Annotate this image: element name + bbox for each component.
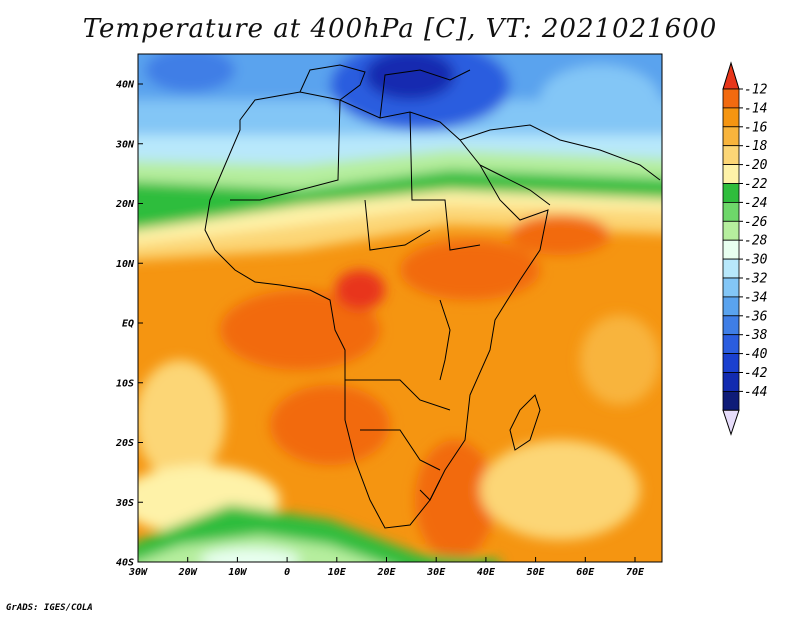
credit-label: GrADS: IGES/COLA [6,603,93,613]
colorbar-label: -40 [744,347,768,362]
colorbar-label: -38 [744,328,768,343]
colorbar: -12 -14 -16 -18 -20 -22 -24 -26 -28 -30 -32 -34 -36 -… [722,61,768,436]
colorbar-label: -34 [744,290,767,305]
lon-label: 30W [128,567,148,578]
latitude-axis: 40N 30N 20N 10N EQ 10S 20S 30S 40S [115,80,143,569]
colorbar-segment [722,315,740,336]
colorbar-label: -26 [744,215,768,230]
lat-label: 20N [115,199,135,210]
colorbar-top-arrow [722,61,740,90]
colorbar-segment [722,239,740,260]
coastlines [204,64,661,529]
lat-label: EQ [122,319,134,330]
colorbar-segment [722,126,740,147]
map-title: Temperature at 400hPa [C], VT: 202102160… [82,14,718,44]
colorbar-label: -22 [744,177,768,192]
lon-label: 20E [376,567,396,578]
colorbar-segment [722,88,740,109]
colorbar-label: -36 [744,309,768,324]
lat-label: 30S [115,498,134,509]
colorbar-label: -28 [744,234,768,249]
colorbar-segment [722,258,740,279]
lon-label: 0 [284,567,290,578]
colorbar-segment [722,372,740,392]
colorbar-label: -44 [744,385,767,400]
lat-label: 40S [116,558,134,569]
lon-label: 30E [426,567,446,578]
lat-label: 10N [116,259,135,270]
colorbar-segment [722,353,740,373]
lat-label: 40N [116,80,135,91]
colorbar-label: -14 [744,101,767,116]
colorbar-label: -20 [744,158,768,173]
colorbar-label: -24 [744,196,767,211]
colorbar-segment [722,334,740,355]
lon-label: 20W [178,567,198,578]
lat-label: 30N [115,139,135,150]
lon-label: 40E [477,567,496,578]
lat-label: 10S [116,378,134,389]
colorbar-label: -30 [744,253,768,268]
colorbar-segment [722,277,740,298]
lon-label: 10E [328,567,347,578]
longitude-axis: 30W 20W 10W 0 10E 20E 30E 40E 50E 60E 70E [128,557,645,578]
colorbar-label: -12 [744,83,768,98]
colorbar-segment [722,390,740,411]
colorbar-segment [722,107,740,128]
colorbar-segment [722,164,740,184]
colorbar-segment [722,220,740,241]
colorbar-label: -16 [744,120,768,135]
colorbar-bottom-arrow [722,409,740,436]
lon-label: 50E [527,567,546,578]
lat-label: 20S [115,438,134,449]
map-frame [137,53,663,563]
colorbar-segment [722,201,740,222]
lon-label: 10W [228,567,247,578]
colorbar-label: -32 [744,272,768,287]
lon-label: 60E [576,567,595,578]
colorbar-segment [722,296,740,317]
colorbar-segment [722,183,740,203]
colorbar-label: -42 [744,366,768,381]
temperature-field [138,54,662,562]
lon-label: 70E [626,567,645,578]
colorbar-segment [722,145,740,165]
colorbar-label: -18 [744,139,768,154]
